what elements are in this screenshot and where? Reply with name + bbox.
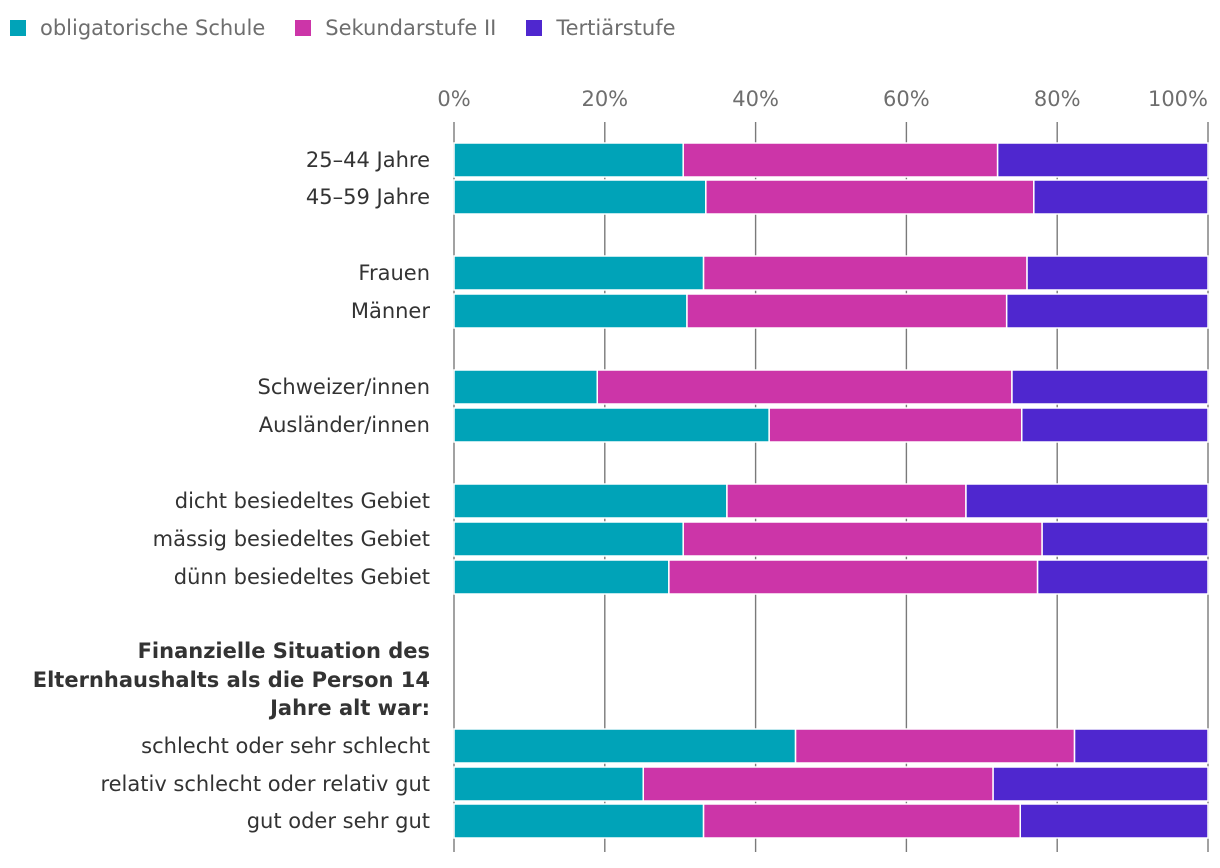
category-label: mässig besiedeltes Gebiet <box>153 527 430 551</box>
bar-segment[interactable]: Männer – obligatorische Schule: 30.9% <box>453 293 688 329</box>
bar-segment[interactable]: gut oder sehr gut – Sekundarstufe II: 42… <box>702 803 1022 839</box>
bar-segment[interactable]: Frauen – Sekundarstufe II: 42.9% <box>702 255 1028 291</box>
x-tick-label: 80% <box>1034 87 1081 111</box>
bar-segment[interactable]: Frauen – Tertiärstufe: 24% <box>1026 255 1209 291</box>
legend-item-tertiaerstufe[interactable]: Tertiärstufe <box>526 16 676 40</box>
bar-segment[interactable]: 45–59 Jahre – obligatorische Schule: 33.… <box>453 179 707 215</box>
bar-segment[interactable]: dicht besiedeltes Gebiet – obligatorisch… <box>453 483 728 519</box>
bar-segment[interactable]: Männer – Sekundarstufe II: 42.4% <box>686 293 1008 329</box>
bar-segment[interactable]: dicht besiedeltes Gebiet – Sekundarstufe… <box>726 483 967 519</box>
bar-segment[interactable]: dünn besiedeltes Gebiet – Tertiärstufe: … <box>1036 559 1209 595</box>
group-heading-line: Jahre alt war: <box>268 696 430 720</box>
x-tick-label: 0% <box>437 87 470 111</box>
bar-segment[interactable]: dünn besiedeltes Gebiet – obligatorische… <box>453 559 670 595</box>
bar-segment[interactable]: Ausländer/innen – Tertiärstufe: 24.7% <box>1021 407 1209 443</box>
x-tick-label: 40% <box>732 87 779 111</box>
category-label: Ausländer/innen <box>259 413 430 437</box>
bar-segment[interactable]: Schweizer/innen – obligatorische Schule:… <box>453 369 599 405</box>
x-tick-label: 100% <box>1148 87 1208 111</box>
category-label: 45–59 Jahre <box>306 185 430 209</box>
bar-segment[interactable]: Ausländer/innen – obligatorische Schule:… <box>453 407 770 443</box>
bar-segment[interactable]: 45–59 Jahre – Tertiärstufe: 23.1% <box>1033 179 1209 215</box>
x-tick-label: 20% <box>581 87 628 111</box>
category-label: dünn besiedeltes Gebiet <box>174 565 430 589</box>
bar-segment[interactable]: gut oder sehr gut – obligatorische Schul… <box>453 803 705 839</box>
category-label: dicht besiedeltes Gebiet <box>175 489 430 513</box>
bar-segment[interactable]: schlecht oder sehr schlecht – obligatori… <box>453 728 797 764</box>
category-label: gut oder sehr gut <box>247 809 430 833</box>
legend-item-obligatorische-schule[interactable]: obligatorische Schule <box>10 16 265 40</box>
bar-segment[interactable]: 25–44 Jahre – Tertiärstufe: 27.9% <box>996 142 1209 178</box>
bar-segment[interactable]: relativ schlecht oder relativ gut – Seku… <box>642 766 994 802</box>
bar-segment[interactable]: Männer – Tertiärstufe: 26.7% <box>1005 293 1209 329</box>
legend-label: obligatorische Schule <box>40 16 266 40</box>
bar-segment[interactable]: Schweizer/innen – Tertiärstufe: 26% <box>1011 369 1209 405</box>
bar-segment[interactable]: 45–59 Jahre – Sekundarstufe II: 43.5% <box>705 179 1035 215</box>
bar-segment[interactable]: relativ schlecht oder relativ gut – obli… <box>453 766 645 802</box>
bar-segment[interactable]: mässig besiedeltes Gebiet – obligatorisc… <box>453 521 684 557</box>
legend-label: Tertiärstufe <box>556 16 676 40</box>
bar-segment[interactable]: Schweizer/innen – Sekundarstufe II: 55% <box>596 369 1013 405</box>
legend-label: Sekundarstufe II <box>325 16 497 40</box>
bar-segment[interactable]: dicht besiedeltes Gebiet – Tertiärstufe:… <box>965 483 1209 519</box>
bar-segment[interactable]: 25–44 Jahre – obligatorische Schule: 30.… <box>453 142 684 178</box>
legend-swatch <box>295 20 312 36</box>
x-tick-label: 60% <box>883 87 930 111</box>
category-label: Frauen <box>358 261 430 285</box>
bar-segment[interactable]: Ausländer/innen – Sekundarstufe II: 33.5… <box>768 407 1023 443</box>
legend-item-sekundarstufe[interactable]: Sekundarstufe II <box>295 16 496 40</box>
category-label: Männer <box>351 299 431 323</box>
category-label: relativ schlecht oder relativ gut <box>100 772 430 796</box>
bar-segment[interactable]: relativ schlecht oder relativ gut – Tert… <box>992 766 1209 802</box>
bar-segment[interactable]: gut oder sehr gut – Tertiärstufe: 24.9% <box>1019 803 1209 839</box>
group-heading-line: Elternhaushalts als die Person 14 <box>33 668 430 692</box>
legend: obligatorische Schule Sekundarstufe II T… <box>10 10 706 46</box>
bar-segment[interactable]: schlecht oder sehr schlecht – Sekundarst… <box>794 728 1076 764</box>
category-label: 25–44 Jahre <box>306 148 430 172</box>
category-label: schlecht oder sehr schlecht <box>141 734 430 758</box>
bar-segment[interactable]: 25–44 Jahre – Sekundarstufe II: 41.7% <box>682 142 999 178</box>
legend-swatch <box>526 20 543 36</box>
bar-segment[interactable]: schlecht oder sehr schlecht – Tertiärstu… <box>1073 728 1209 764</box>
bar-segment[interactable]: mässig besiedeltes Gebiet – Tertiärstufe… <box>1041 521 1209 557</box>
bar-segment[interactable]: dünn besiedeltes Gebiet – Sekundarstufe … <box>668 559 1039 595</box>
bar-segment[interactable]: Frauen – obligatorische Schule: 33.1% <box>453 255 705 291</box>
group-heading-line: Finanzielle Situation des <box>138 639 430 663</box>
category-label: Schweizer/innen <box>258 375 430 399</box>
bar-segment[interactable]: mässig besiedeltes Gebiet – Sekundarstuf… <box>682 521 1043 557</box>
legend-swatch <box>10 20 26 36</box>
